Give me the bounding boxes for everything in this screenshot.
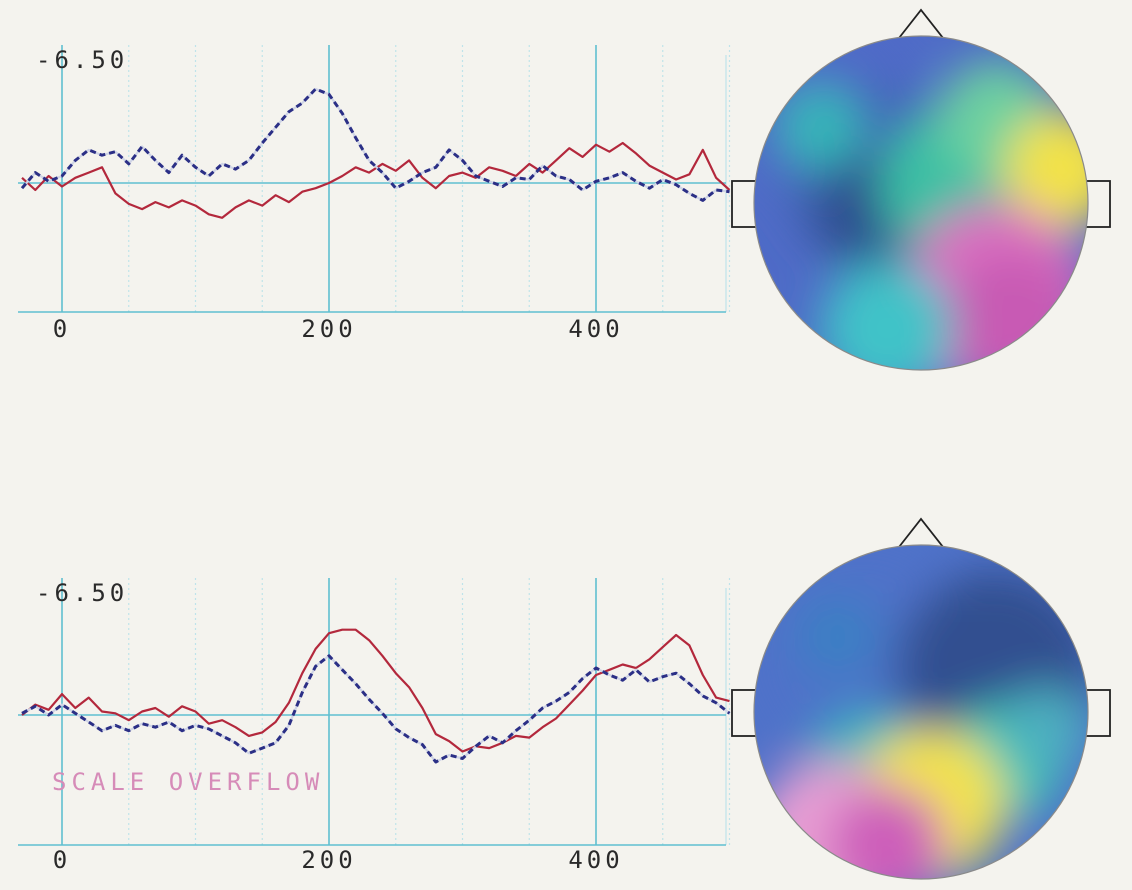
bottom-x-tick-0: 0 (53, 846, 71, 874)
bottom-head-surface (754, 545, 1088, 879)
bottom-head-outline (753, 544, 1089, 880)
bottom-series-layer (21, 628, 731, 764)
top-head-map (731, 8, 1111, 371)
top-y-axis-label: -6.50 (36, 46, 128, 74)
bottom-minor-gridlines (128, 578, 731, 845)
bottom-major-gridlines (18, 578, 727, 846)
bottom-head-region (795, 595, 880, 679)
bottom-dashed-series-shadow (21, 654, 731, 764)
top-head-surface (754, 36, 1088, 370)
top-head-region (779, 86, 863, 170)
bottom-nose-icon (897, 517, 945, 548)
top-nose-icon (897, 8, 945, 39)
top-chart: -6.50 0 200 400 (18, 45, 731, 343)
top-x-tick-labels: 0 200 400 (53, 315, 623, 343)
top-right-ear-icon (1085, 180, 1111, 228)
top-series-layer (20, 87, 731, 219)
bottom-solid-series (21, 628, 730, 753)
bottom-dashed-series (21, 654, 731, 764)
top-head-region (820, 261, 955, 370)
bottom-head-region (1004, 686, 1088, 771)
bottom-x-tick-400: 400 (568, 846, 623, 874)
bottom-x-tick-200: 200 (301, 846, 356, 874)
bottom-panel: -6.50 0 200 400 SCALE OVERFLOW (18, 517, 1111, 880)
bottom-x-tick-labels: 0 200 400 (53, 846, 623, 874)
top-x-tick-200: 200 (301, 315, 356, 343)
top-dashed-series (20, 87, 730, 202)
top-left-ear-icon (731, 180, 757, 228)
top-x-tick-400: 400 (568, 315, 623, 343)
top-head-outline (753, 35, 1089, 371)
top-solid-series (21, 141, 731, 219)
bottom-right-ear-icon (1085, 689, 1111, 737)
bottom-head-blobs (754, 545, 1088, 879)
bottom-left-ear-icon (731, 689, 757, 737)
top-minor-gridlines (128, 45, 731, 312)
bottom-chart: -6.50 0 200 400 SCALE OVERFLOW (18, 578, 731, 874)
bottom-head-map (731, 517, 1111, 880)
scale-overflow-annotation: SCALE OVERFLOW (52, 768, 324, 796)
top-x-tick-0: 0 (53, 315, 71, 343)
top-major-gridlines (18, 45, 727, 313)
top-panel: -6.50 0 200 400 (18, 8, 1111, 371)
top-head-region (946, 253, 1080, 370)
top-head-region (1004, 111, 1088, 229)
bottom-y-axis-label: -6.50 (36, 579, 128, 607)
